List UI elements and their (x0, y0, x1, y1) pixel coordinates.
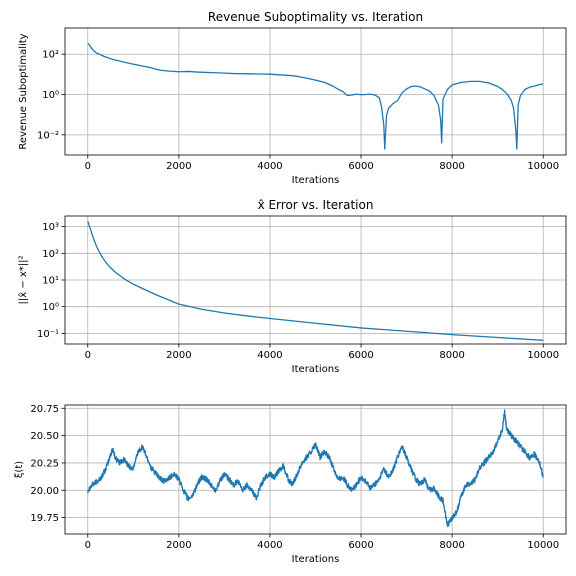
axes-frame (64, 27, 567, 156)
y-tick-label: 10¹ (42, 276, 59, 287)
y-tick-label: 10³ (42, 222, 59, 233)
x-tick-label: 10000 (527, 350, 559, 361)
x-axis-label: Iterations (292, 175, 340, 186)
y-axis-label: Revenue Suboptimality (18, 33, 29, 149)
subplot-3: 0 2000 4000 6000 8000 10000 19.75 20.00 20.25 20.… (14, 404, 567, 565)
x-tick-label: 8000 (439, 161, 464, 172)
y-tick-label: 19.75 (30, 513, 59, 524)
y-tick-label: 10² (42, 50, 59, 61)
y-tick-label: 10⁻² (37, 130, 59, 141)
y-tick-label: 10⁰ (42, 302, 59, 313)
x-tick-label: 6000 (348, 161, 373, 172)
x-tick-label: 0 (85, 350, 91, 361)
y-tick-label: 20.00 (30, 486, 59, 497)
y-tick-label: 10⁰ (42, 90, 59, 101)
x-tick-label: 10000 (527, 540, 559, 551)
chart-title: Revenue Suboptimality vs. Iteration (208, 10, 423, 24)
x-tick-label: 0 (85, 161, 91, 172)
x-axis-label: Iterations (292, 364, 340, 375)
x-axis-label: Iterations (292, 554, 340, 565)
y-tick-label: 20.50 (30, 431, 59, 442)
subplot-2: 0 2000 4000 6000 8000 10000 10⁻¹ 10⁰ 10¹ 10² 10³ x̂… (17, 198, 567, 375)
series-line (87, 220, 544, 341)
series-line (87, 409, 544, 528)
axes-frame (64, 215, 567, 345)
x-tick-label: 4000 (257, 350, 282, 361)
x-tick-label: 2000 (166, 350, 191, 361)
x-tick-label: 2000 (166, 161, 191, 172)
x-tick-label: 8000 (439, 350, 464, 361)
y-tick-label: 10² (42, 249, 59, 260)
chart-title: x̂ Error vs. Iteration (258, 198, 374, 212)
x-tick-label: 4000 (257, 161, 282, 172)
x-tick-label: 6000 (348, 350, 373, 361)
y-tick-label: 20.25 (30, 458, 59, 469)
x-tick-label: 10000 (527, 161, 559, 172)
x-tick-label: 0 (85, 540, 91, 551)
x-tick-label: 2000 (166, 540, 191, 551)
y-axis-label: ξ(t) (14, 461, 25, 478)
x-tick-label: 4000 (257, 540, 282, 551)
y-axis-label: ||x̂ − x*||² (17, 255, 29, 304)
series-line (87, 42, 544, 150)
x-tick-label: 8000 (439, 540, 464, 551)
subplot-1: 0 2000 4000 6000 8000 10000 10⁻² 10⁰ 10² Revenue … (18, 10, 567, 186)
y-tick-label: 10⁻¹ (37, 329, 59, 340)
axes-frame (64, 404, 567, 535)
y-tick-label: 20.75 (30, 404, 59, 415)
x-tick-label: 6000 (348, 540, 373, 551)
